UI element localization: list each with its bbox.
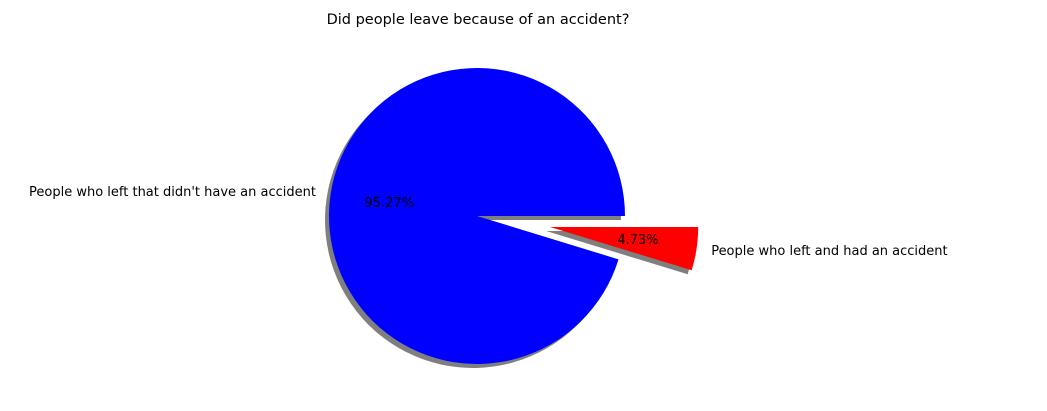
slice-label-people-who-left-that-didn-t-have-an-accident: People who left that didn't have an acci…	[29, 185, 316, 200]
chart-title: Did people leave because of an accident?	[327, 12, 630, 28]
pie-slices	[328, 68, 699, 365]
slice-people-who-left-and-had-an-accident	[550, 226, 699, 271]
slice-people-who-left-that-didn-t-have-an-accident	[328, 68, 625, 365]
slice-label-people-who-left-and-had-an-accident: People who left and had an accident	[711, 244, 947, 259]
pie-labels: People who left that didn't have an acci…	[29, 185, 948, 259]
slice-percent-people-who-left-that-didn-t-have-an-accident: 95.27%	[364, 196, 414, 211]
slice-percent-people-who-left-and-had-an-accident: 4.73%	[617, 233, 658, 248]
